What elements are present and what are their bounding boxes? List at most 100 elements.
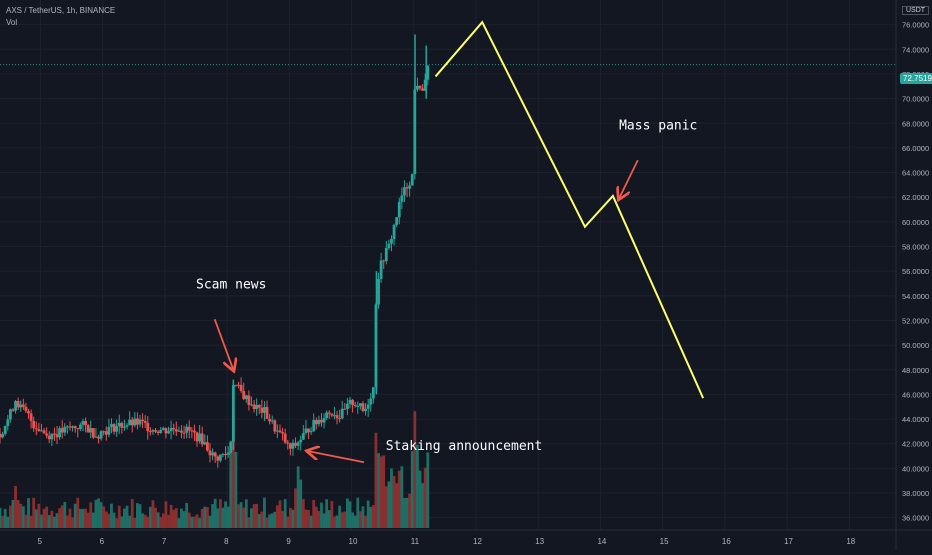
candle-body <box>143 420 147 423</box>
candle-body <box>268 418 272 422</box>
candle-body <box>224 454 227 456</box>
candle-body <box>314 419 318 425</box>
y-tick-label: 38.0000 <box>902 489 929 498</box>
candle-body <box>110 424 113 428</box>
candle-body <box>416 85 419 90</box>
candle-body <box>278 430 282 433</box>
volume-bar <box>231 414 235 528</box>
candle-body <box>115 426 119 432</box>
volume-bar <box>338 505 342 528</box>
candle-body <box>405 187 409 189</box>
volume-bar <box>294 488 297 528</box>
volume-bar <box>112 512 116 528</box>
volume-bar <box>120 516 124 528</box>
y-tick-label: 48.0000 <box>902 366 929 375</box>
x-tick-label: 5 <box>37 537 42 546</box>
candle-body <box>8 409 12 420</box>
candle-body <box>426 65 430 80</box>
volume-bar <box>395 483 399 528</box>
unit-label[interactable]: USDT <box>902 6 930 15</box>
projection-line <box>434 20 705 399</box>
x-tick-label: 14 <box>597 537 606 546</box>
volume-bar <box>377 453 380 528</box>
volume-bar <box>161 513 165 528</box>
candle-body <box>317 419 321 425</box>
volume-bar <box>47 515 51 528</box>
volume-bar <box>418 470 422 528</box>
y-tick-label: 58.0000 <box>902 243 929 252</box>
volume-bar <box>14 486 17 528</box>
candle-body <box>410 174 414 186</box>
volume-legend[interactable]: Vol <box>6 18 18 27</box>
volume-bar <box>151 500 155 528</box>
volume-bar <box>91 512 95 528</box>
candle-body <box>71 426 74 428</box>
volume-bar <box>3 508 7 528</box>
candle-body <box>29 413 33 421</box>
volume-bar <box>55 513 59 528</box>
x-tick-label: 17 <box>784 537 793 546</box>
candle-body <box>0 433 2 438</box>
volume-bar <box>208 515 212 528</box>
volume-bar <box>403 497 406 528</box>
x-tick-label: 6 <box>100 537 105 546</box>
y-tick-label: 76.0000 <box>902 21 929 30</box>
volume-bar <box>21 506 25 528</box>
volume-bar <box>164 501 168 528</box>
symbol-legend[interactable]: AXS / TetherUS, 1h, BINANCE <box>6 6 116 15</box>
candle-body <box>53 433 56 435</box>
volume-bar <box>416 444 419 528</box>
volume-bar <box>247 517 251 528</box>
candle-body <box>138 419 142 425</box>
candle-body <box>63 426 67 433</box>
candle-body <box>211 452 214 456</box>
volume-bar <box>364 515 367 528</box>
volume-bar <box>58 508 62 528</box>
volume-bar <box>76 497 80 528</box>
volume-bar <box>0 507 2 528</box>
candle-body <box>167 431 170 434</box>
candle-body <box>89 428 93 433</box>
candle-body <box>169 427 173 432</box>
volume-bar <box>32 497 36 528</box>
last-price-tag: 72.7519 <box>900 73 932 84</box>
volume-bar <box>206 506 209 528</box>
candle-body <box>377 279 380 305</box>
candle-body <box>247 395 251 405</box>
volume-bar <box>180 508 183 528</box>
candle-body <box>257 405 261 408</box>
volume-bar <box>226 506 230 528</box>
candle-body <box>353 404 357 406</box>
candle-body <box>55 434 59 438</box>
candle-body <box>6 419 10 426</box>
candle-body <box>325 412 329 419</box>
volume-bar <box>366 500 370 528</box>
y-tick-label: 70.0000 <box>902 95 929 104</box>
candle-body <box>294 442 297 446</box>
volume-bar <box>216 508 220 528</box>
candle-body <box>47 435 51 440</box>
volume-bar <box>123 508 126 528</box>
candle-body <box>423 79 427 91</box>
candle-body <box>276 430 279 432</box>
candle-body <box>327 412 331 414</box>
candle-body <box>340 408 344 419</box>
volume-bar <box>392 475 396 528</box>
candle-body <box>185 426 189 433</box>
x-tick-label: 11 <box>411 537 420 546</box>
candle-body <box>125 425 129 427</box>
annotation-arrow <box>308 451 365 464</box>
candle-body <box>45 433 49 436</box>
candle-body <box>161 428 165 430</box>
volume-bar <box>317 510 321 528</box>
x-tick-label: 13 <box>535 537 544 546</box>
volume-bar <box>203 506 207 528</box>
volume-bar <box>107 513 111 528</box>
candle-body <box>14 401 17 411</box>
volume-bar <box>309 515 313 528</box>
candle-body <box>221 454 225 456</box>
candle-body <box>408 185 412 189</box>
candle-body <box>174 429 178 432</box>
